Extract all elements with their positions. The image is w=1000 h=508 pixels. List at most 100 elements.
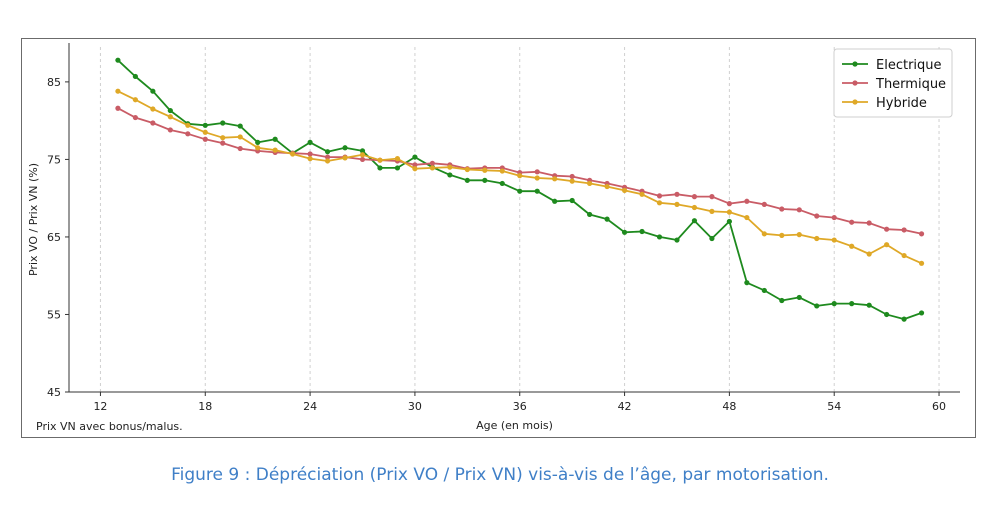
data-point-hybride (849, 243, 855, 249)
data-point-electrique (272, 136, 278, 142)
data-point-hybride (324, 158, 331, 164)
data-point-electrique (814, 303, 820, 309)
data-point-thermique (761, 201, 767, 207)
data-point-thermique (691, 194, 698, 200)
data-point-hybride (429, 165, 435, 171)
data-point-thermique (656, 193, 663, 199)
data-point-electrique (884, 311, 890, 318)
data-point-electrique (726, 218, 732, 225)
data-point-hybride (220, 135, 226, 141)
data-point-electrique (517, 188, 523, 194)
y-tick-label: 65 (47, 231, 61, 244)
data-point-electrique (167, 107, 173, 114)
data-point-thermique (115, 105, 121, 111)
data-point-hybride (639, 191, 645, 197)
data-point-electrique (482, 177, 488, 183)
x-axis-label: Age (en mois) (476, 419, 553, 432)
data-point-electrique (534, 188, 540, 194)
data-point-electrique (569, 197, 575, 204)
legend-marker-thermique (852, 80, 858, 86)
data-point-hybride (342, 155, 348, 161)
legend-marker-hybride (852, 99, 858, 105)
data-point-hybride (814, 235, 820, 242)
y-tick-label: 55 (47, 308, 61, 321)
data-point-thermique (150, 120, 156, 126)
data-point-electrique (412, 154, 418, 160)
data-point-hybride (185, 122, 191, 128)
data-point-hybride (656, 200, 663, 206)
data-point-hybride (290, 151, 296, 157)
data-point-thermique (674, 191, 680, 197)
data-point-thermique (709, 194, 715, 200)
data-point-electrique (150, 88, 156, 94)
data-point-electrique (691, 218, 698, 224)
data-point-thermique (220, 140, 226, 146)
data-point-hybride (744, 214, 750, 221)
data-point-electrique (220, 120, 226, 126)
data-point-electrique (779, 297, 785, 304)
line-chart: 12 18 24 30 36 42 48 54 60 45 55 65 75 85 Age (en mois… (27, 43, 960, 432)
data-point-electrique (342, 145, 348, 151)
data-point-thermique (866, 220, 872, 226)
data-point-electrique (499, 180, 505, 187)
data-point-hybride (202, 129, 208, 135)
data-point-hybride (691, 204, 698, 211)
figure-caption: Figure 9 : Dépréciation (Prix VO / Prix … (171, 465, 829, 485)
data-point-hybride (709, 208, 715, 214)
data-point-hybride (499, 168, 505, 174)
series-hybride (115, 88, 925, 266)
data-point-thermique (814, 213, 820, 219)
data-point-thermique (918, 231, 925, 237)
data-point-hybride (272, 147, 278, 153)
data-point-hybride (866, 251, 872, 257)
data-point-thermique (534, 169, 540, 175)
data-point-hybride (552, 176, 558, 182)
data-point-electrique (324, 149, 331, 155)
data-point-thermique (429, 160, 435, 166)
data-point-electrique (447, 172, 453, 178)
data-point-thermique (569, 173, 575, 180)
data-point-electrique (901, 316, 907, 322)
data-point-hybride (674, 201, 680, 207)
legend-label-electrique: Electrique (876, 58, 942, 73)
data-point-hybride (884, 242, 890, 248)
data-point-hybride (394, 156, 401, 162)
data-point-hybride (359, 152, 366, 158)
data-point-thermique (307, 151, 313, 157)
x-tick-label: 24 (303, 400, 317, 413)
data-point-thermique (901, 227, 907, 233)
data-point-hybride (255, 145, 261, 151)
data-point-hybride (307, 156, 313, 162)
data-point-hybride (412, 166, 418, 172)
legend-marker-electrique (852, 61, 858, 67)
y-axis-label: Prix VO / Prix VN (%) (27, 163, 40, 276)
data-point-thermique (744, 198, 750, 204)
data-point-electrique (237, 123, 243, 129)
data-point-hybride (779, 232, 785, 238)
data-point-hybride (796, 232, 802, 238)
chart-frame: 12 18 24 30 36 42 48 54 60 45 55 65 75 85 Age (en mois… (21, 38, 976, 438)
data-point-electrique (918, 310, 925, 316)
data-point-thermique (237, 145, 243, 152)
data-point-hybride (587, 180, 593, 187)
x-tick-label: 30 (408, 400, 422, 413)
data-point-thermique (167, 127, 173, 133)
data-point-electrique (831, 301, 837, 307)
y-tick-label: 45 (47, 386, 61, 399)
data-point-hybride (150, 106, 156, 112)
data-point-electrique (866, 302, 872, 308)
series-electrique (115, 57, 925, 322)
x-tick-label: 48 (722, 400, 736, 413)
data-point-electrique (359, 148, 366, 154)
data-point-hybride (464, 166, 470, 173)
data-point-hybride (482, 167, 488, 173)
data-point-electrique (761, 287, 767, 294)
data-point-hybride (167, 114, 173, 120)
x-tick-label: 60 (932, 400, 946, 413)
data-point-hybride (831, 237, 837, 243)
data-point-hybride (534, 175, 540, 181)
legend-box (833, 48, 953, 118)
data-point-thermique (412, 162, 418, 168)
data-point-hybride (761, 231, 767, 237)
data-point-electrique (796, 294, 802, 301)
